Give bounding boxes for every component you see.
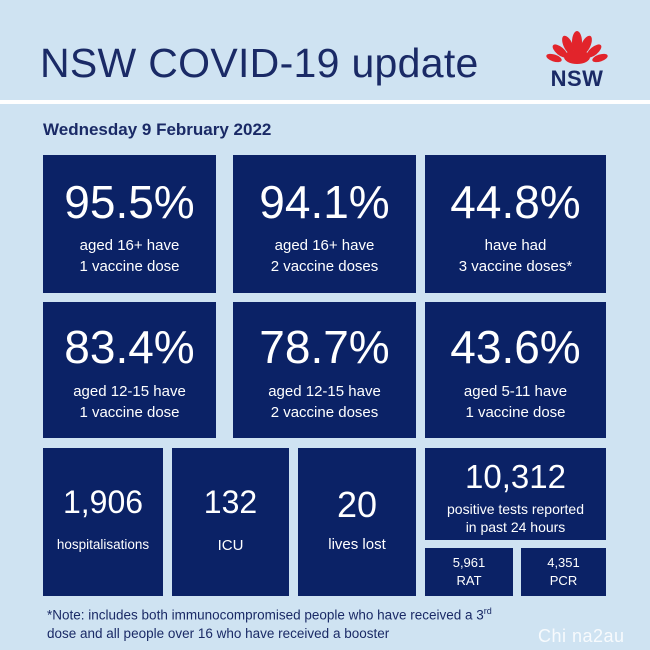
page-title: NSW COVID-19 update (40, 40, 479, 86)
tile-12-15-1-dose: 83.4% aged 12-15 have 1 vaccine dose (43, 302, 216, 438)
stat-label-line1: positive tests reported (447, 501, 584, 517)
stat-label-line1: aged 16+ have (79, 237, 180, 254)
stat-label-line2: 1 vaccine dose (465, 404, 566, 421)
stat-value: 78.7% (259, 321, 390, 373)
tile-12-15-2-doses: 78.7% aged 12-15 have 2 vaccine doses (233, 302, 416, 438)
stat-label-line1: aged 16+ have (274, 237, 375, 254)
stat-value: 44.8% (450, 176, 581, 228)
stat-label-line1: have had (484, 237, 547, 254)
tile-5-11-1-dose: 43.6% aged 5-11 have 1 vaccine dose (425, 302, 606, 438)
stat-value: 10,312 (465, 458, 566, 495)
footnote-text-line2: dose and all people over 16 who have rec… (47, 625, 390, 641)
footnote-text: *Note: includes both immunocompromised p… (47, 607, 484, 623)
tile-3-doses: 44.8% have had 3 vaccine doses* (425, 155, 606, 293)
stat-label-line2: 1 vaccine dose (79, 258, 180, 275)
stat-value: 94.1% (259, 176, 390, 228)
footnote-superscript: rd (483, 606, 492, 616)
tile-16plus-1-dose: 95.5% aged 16+ have 1 vaccine dose (43, 155, 216, 293)
stat-label: ICU (217, 537, 244, 554)
stat-value: 132 (203, 484, 258, 520)
tile-rat: 5,961 RAT (425, 548, 513, 596)
watermark: Chi na2au (538, 626, 625, 646)
stat-value: 83.4% (64, 321, 195, 373)
stat-label-line1: aged 12-15 have (73, 383, 186, 400)
tile-icu: 132 ICU (172, 448, 289, 596)
tile-pcr: 4,351 PCR (521, 548, 606, 596)
footnote: *Note: includes both immunocompromised p… (47, 602, 627, 643)
stat-label-line1: aged 12-15 have (268, 383, 381, 400)
tile-hospitalisations: 1,906 hospitalisations (43, 448, 163, 596)
header: NSW COVID-19 update NSW (0, 0, 650, 100)
stat-value: 1,906 (62, 484, 144, 520)
stat-value: 20 (336, 484, 378, 525)
stat-label: PCR (549, 573, 578, 588)
stat-value: 5,961 (452, 555, 486, 570)
nsw-logo-text: NSW (550, 66, 604, 91)
stat-value: 95.5% (64, 176, 195, 228)
tile-positive-tests: 10,312 positive tests reported in past 2… (425, 448, 606, 540)
stat-label-line2: 3 vaccine doses* (458, 258, 573, 275)
stat-value: 4,351 (547, 555, 580, 570)
tile-16plus-2-doses: 94.1% aged 16+ have 2 vaccine doses (233, 155, 416, 293)
stat-label: lives lost (328, 536, 386, 553)
tile-lives-lost: 20 lives lost (298, 448, 416, 596)
stat-label-line1: aged 5-11 have (463, 383, 568, 400)
nsw-logo: NSW (542, 28, 612, 92)
stat-label: RAT (456, 573, 482, 588)
stat-label-line2: 1 vaccine dose (79, 404, 180, 421)
report-date: Wednesday 9 February 2022 (43, 120, 272, 139)
stat-label: hospitalisations (56, 537, 150, 552)
stat-label-line2: 2 vaccine doses (270, 258, 379, 275)
waratah-flower-icon (546, 31, 608, 64)
stat-value: 43.6% (450, 321, 581, 373)
divider (0, 100, 650, 104)
stat-label-line2: in past 24 hours (465, 519, 566, 535)
stat-label-line2: 2 vaccine doses (270, 404, 379, 421)
